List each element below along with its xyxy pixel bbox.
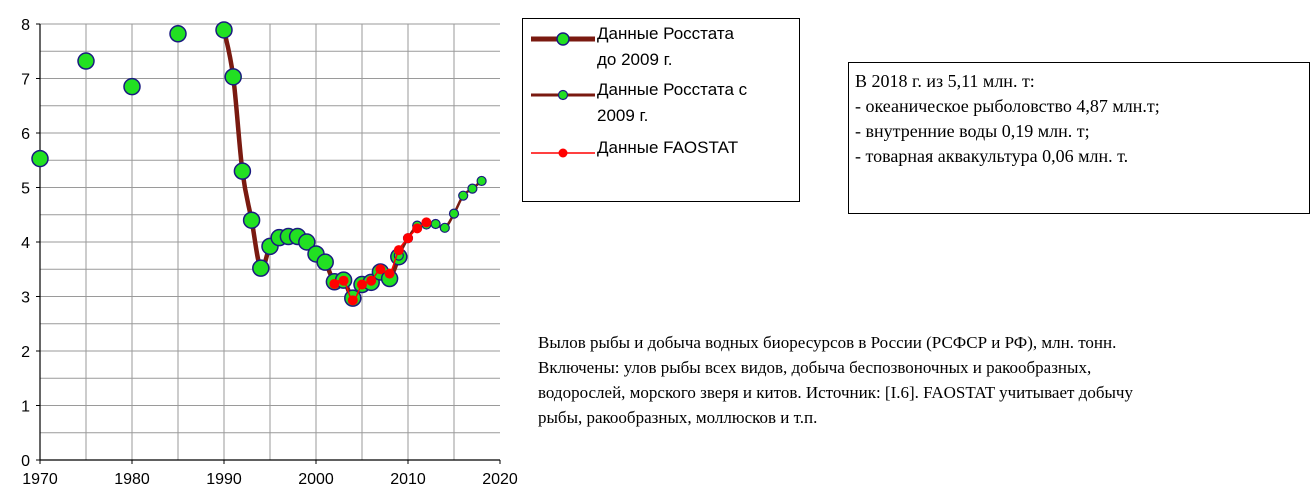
legend-item-rosstat-before-2009: Данные Росстата до 2009 г. [523, 23, 801, 79]
legend-label-faostat: Данные FAOSTAT [597, 138, 739, 157]
point-rosstat-before-2009 [31, 149, 49, 168]
point-rosstat-before-2009 [252, 259, 270, 277]
point-rosstat-from-2009 [467, 183, 478, 194]
x-tick-label: 2010 [390, 471, 426, 488]
catch-breakdown-note: В 2018 г. из 5,11 млн. т: - океаническое… [848, 62, 1310, 214]
note-line-3: - внутренние воды 0,19 млн. т; [855, 121, 1090, 141]
point-faostat [393, 245, 404, 256]
point-faostat [421, 217, 432, 228]
point-rosstat-before-2009 [123, 77, 141, 96]
legend-label-rosstat-before-2009: Данные Росстата до 2009 г. [597, 24, 734, 69]
legend-item-rosstat-from-2009: Данные Росстата с 2009 г. [523, 79, 801, 135]
x-tick-label: 1970 [22, 471, 58, 488]
note-line-2: - океаническое рыболовство 4,87 млн.т; [855, 96, 1160, 116]
chart-caption: Вылов рыбы и добыча водных биоресурсов в… [538, 333, 1133, 427]
fish-catch-chart: 0 1 2 3 4 5 6 7 8 1970 1980 1990 2000 2010 2020 [21, 17, 518, 488]
point-rosstat-before-2009 [242, 211, 261, 229]
point-faostat [366, 275, 377, 286]
x-tick-label: 2020 [482, 471, 518, 488]
note-line-1: В 2018 г. из 5,11 млн. т: [855, 71, 1035, 91]
point-rosstat-before-2009 [316, 253, 334, 271]
y-tick-label: 6 [21, 126, 30, 143]
point-faostat [357, 279, 367, 290]
legend-swatch-faostat [531, 148, 595, 158]
point-faostat [329, 278, 340, 289]
y-tick-label: 0 [21, 453, 30, 470]
legend-item-faostat: Данные FAOSTAT [523, 137, 801, 177]
point-rosstat-from-2009 [458, 190, 469, 201]
point-faostat [384, 268, 395, 279]
legend: Данные Росстата до 2009 г. Данные Росста… [522, 18, 800, 202]
point-faostat [412, 223, 423, 234]
data-series [31, 21, 487, 307]
point-faostat [403, 233, 413, 244]
y-tick-label: 8 [21, 17, 30, 34]
point-rosstat-from-2009 [448, 208, 460, 219]
point-faostat [347, 295, 358, 306]
y-tick-label: 7 [21, 72, 30, 89]
point-rosstat-before-2009 [215, 21, 233, 39]
point-rosstat-from-2009 [476, 175, 487, 187]
legend-swatch-rosstat-from-2009 [531, 89, 595, 101]
tick-labels: 0 1 2 3 4 5 6 7 8 1970 1980 1990 2000 2010 2020 [21, 17, 518, 488]
point-rosstat-before-2009 [77, 52, 95, 70]
point-rosstat-before-2009 [224, 68, 242, 86]
point-rosstat-before-2009 [169, 25, 187, 43]
x-tick-label: 1990 [206, 471, 242, 488]
grid-lines [40, 23, 500, 460]
legend-label-rosstat-from-2009: Данные Росстата с 2009 г. [597, 80, 748, 125]
y-tick-label: 3 [21, 290, 30, 307]
note-line-4: - товарная аквакультура 0,06 млн. т. [855, 146, 1129, 166]
point-rosstat-from-2009 [439, 222, 450, 233]
x-tick-label: 1980 [114, 471, 150, 488]
y-tick-label: 4 [21, 235, 30, 252]
point-rosstat-before-2009 [233, 162, 252, 180]
point-rosstat-from-2009 [430, 218, 441, 230]
point-faostat [338, 275, 349, 286]
point-rosstat-before-2009 [298, 233, 316, 251]
y-tick-label: 2 [21, 344, 30, 361]
legend-swatch-rosstat-before-2009 [531, 32, 595, 46]
point-faostat [375, 264, 386, 275]
y-tick-label: 5 [21, 181, 30, 198]
axes [36, 23, 501, 464]
x-tick-label: 2000 [298, 471, 334, 488]
y-tick-label: 1 [21, 399, 30, 416]
